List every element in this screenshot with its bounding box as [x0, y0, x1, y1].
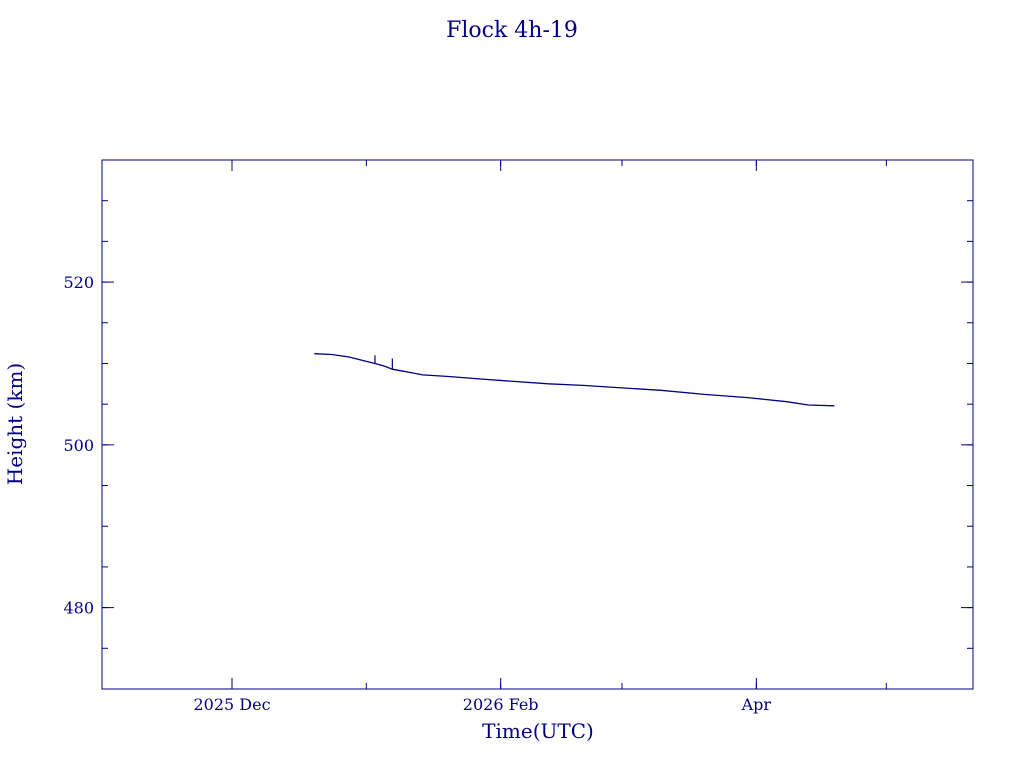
- plot-frame: [101, 159, 974, 690]
- height-series-line: [314, 353, 835, 407]
- y-tick-label: 500: [63, 436, 94, 455]
- y-axis-tick-labels: 480 500 520: [63, 273, 94, 618]
- y-tick-label: 520: [63, 273, 94, 292]
- y-axis-ticks: [102, 159, 973, 690]
- chart-title: Flock 4h-19: [446, 18, 578, 43]
- x-axis-ticks: [101, 160, 887, 689]
- x-tick-label: 2025 Dec: [193, 695, 270, 714]
- x-axis-label: Time(UTC): [482, 719, 594, 743]
- x-tick-label: 2026 Feb: [463, 695, 539, 714]
- series-layer: [314, 353, 835, 407]
- y-axis-label: Height (km): [3, 363, 27, 485]
- x-axis-tick-labels: 2025 Dec 2026 Feb Apr: [193, 695, 771, 714]
- y-tick-label: 480: [63, 599, 94, 618]
- x-tick-label: Apr: [741, 695, 772, 714]
